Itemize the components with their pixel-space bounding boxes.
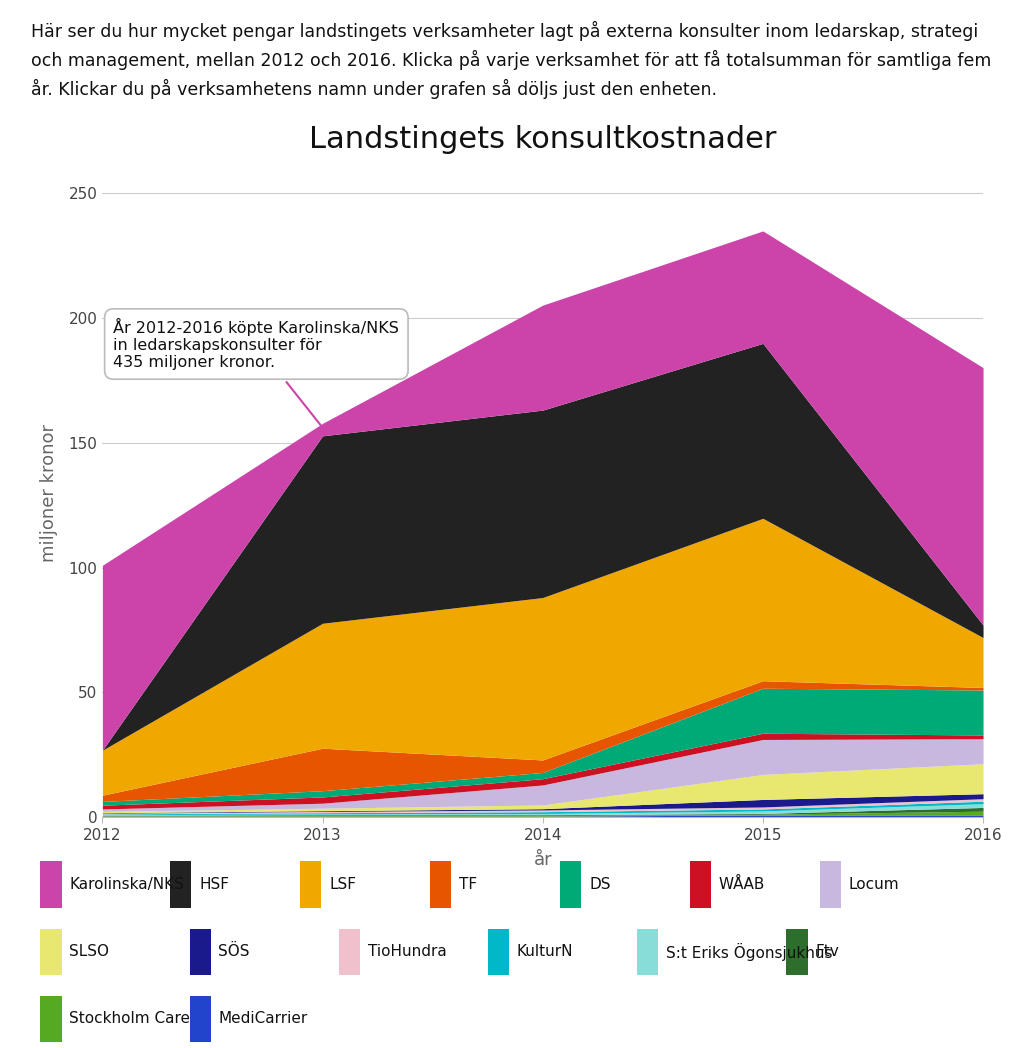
Text: Locum: Locum xyxy=(849,877,899,892)
Text: SÖS: SÖS xyxy=(218,944,250,959)
FancyBboxPatch shape xyxy=(40,861,61,908)
FancyBboxPatch shape xyxy=(690,861,712,908)
Text: Ftv: Ftv xyxy=(815,944,839,959)
FancyBboxPatch shape xyxy=(300,861,322,908)
FancyBboxPatch shape xyxy=(820,861,841,908)
Text: DS: DS xyxy=(589,877,610,892)
Text: S:t Eriks Ögonsjukhus: S:t Eriks Ögonsjukhus xyxy=(666,942,833,961)
X-axis label: år: år xyxy=(534,851,552,869)
FancyBboxPatch shape xyxy=(189,996,211,1042)
Text: SLSO: SLSO xyxy=(70,944,110,959)
Text: År 2012-2016 köpte Karolinska/NKS
in ledarskapskonsulter för
435 miljoner kronor: År 2012-2016 köpte Karolinska/NKS in led… xyxy=(114,318,399,425)
Text: Här ser du hur mycket pengar landstingets verksamheter lagt på externa konsulter: Här ser du hur mycket pengar landstinget… xyxy=(31,21,991,99)
Text: LSF: LSF xyxy=(329,877,356,892)
Text: KulturN: KulturN xyxy=(517,944,573,959)
FancyBboxPatch shape xyxy=(560,861,582,908)
FancyBboxPatch shape xyxy=(430,861,452,908)
FancyBboxPatch shape xyxy=(40,929,61,975)
Text: MediCarrier: MediCarrier xyxy=(218,1011,307,1026)
FancyBboxPatch shape xyxy=(170,861,191,908)
Y-axis label: miljoner kronor: miljoner kronor xyxy=(40,423,57,562)
FancyBboxPatch shape xyxy=(339,929,359,975)
Text: TioHundra: TioHundra xyxy=(368,944,446,959)
FancyBboxPatch shape xyxy=(189,929,211,975)
FancyBboxPatch shape xyxy=(487,929,509,975)
FancyBboxPatch shape xyxy=(637,929,658,975)
Text: HSF: HSF xyxy=(199,877,229,892)
Text: Stockholm Care: Stockholm Care xyxy=(70,1011,190,1026)
Text: Karolinska/NKS: Karolinska/NKS xyxy=(70,877,184,892)
Text: TF: TF xyxy=(459,877,477,892)
Text: WÅAB: WÅAB xyxy=(719,877,765,892)
Title: Landstingets konsultkostnader: Landstingets konsultkostnader xyxy=(309,125,776,154)
FancyBboxPatch shape xyxy=(40,996,61,1042)
FancyBboxPatch shape xyxy=(786,929,808,975)
